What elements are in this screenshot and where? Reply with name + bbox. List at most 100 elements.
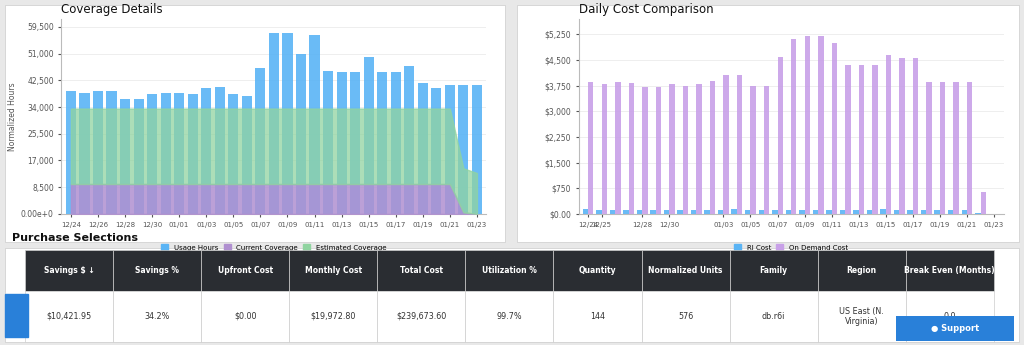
Bar <box>283 33 293 214</box>
Bar <box>201 88 211 214</box>
Bar <box>444 85 455 214</box>
Bar <box>785 210 791 214</box>
Bar <box>664 210 670 214</box>
Legend: RI Cost, On Demand Cost: RI Cost, On Demand Cost <box>731 242 851 253</box>
Bar <box>670 84 675 214</box>
Bar <box>799 210 805 214</box>
Bar <box>840 210 845 214</box>
Bar <box>777 57 783 214</box>
Bar <box>255 68 265 214</box>
Bar <box>831 43 837 214</box>
Bar <box>650 210 655 214</box>
Legend: Usage Hours, Current Coverage, Estimated Coverage: Usage Hours, Current Coverage, Estimated… <box>159 242 389 253</box>
Bar <box>296 53 306 214</box>
Text: Coverage Details: Coverage Details <box>61 3 163 17</box>
Bar <box>601 84 607 214</box>
Bar <box>377 72 387 214</box>
Bar <box>364 57 374 214</box>
Bar <box>859 65 864 214</box>
Bar <box>826 210 831 214</box>
Bar <box>187 94 198 214</box>
Bar <box>691 210 696 214</box>
FancyBboxPatch shape <box>5 295 29 337</box>
Bar <box>390 72 400 214</box>
Bar <box>147 95 158 214</box>
Bar <box>242 96 252 214</box>
Bar <box>886 55 891 214</box>
Bar <box>120 99 130 214</box>
Bar <box>791 39 797 214</box>
Bar <box>93 91 103 214</box>
Bar <box>583 209 588 214</box>
Bar <box>948 210 953 214</box>
Bar <box>881 209 886 214</box>
Bar <box>940 81 945 214</box>
Bar <box>696 84 701 214</box>
Y-axis label: Normalized Hours: Normalized Hours <box>8 82 16 151</box>
Bar <box>66 91 76 214</box>
Text: ● Support: ● Support <box>931 324 979 333</box>
Bar <box>813 210 818 214</box>
Bar <box>337 72 347 214</box>
Bar <box>759 210 764 214</box>
Bar <box>962 210 967 214</box>
Bar <box>174 93 184 214</box>
Bar <box>106 91 117 214</box>
Bar <box>269 33 279 214</box>
Bar <box>418 83 428 214</box>
Bar <box>350 72 360 214</box>
Bar <box>472 85 482 214</box>
Bar <box>609 210 615 214</box>
Bar <box>927 82 932 214</box>
Bar <box>894 210 899 214</box>
Bar <box>404 66 415 214</box>
Bar <box>615 82 621 214</box>
Bar <box>80 93 89 214</box>
Text: Daily Cost Comparison: Daily Cost Comparison <box>579 3 713 17</box>
Bar <box>921 210 927 214</box>
Bar <box>912 58 919 214</box>
Bar <box>899 58 905 214</box>
Bar <box>845 65 851 214</box>
Bar <box>683 86 688 214</box>
Bar <box>737 76 742 214</box>
Bar <box>935 210 940 214</box>
FancyBboxPatch shape <box>890 315 1020 342</box>
Bar <box>637 210 642 214</box>
Bar <box>705 210 710 214</box>
Bar <box>133 99 143 214</box>
Bar <box>596 210 601 214</box>
Bar <box>853 210 859 214</box>
Bar <box>629 83 634 214</box>
Bar <box>718 210 723 214</box>
Bar <box>867 210 872 214</box>
Text: Purchase Selections: Purchase Selections <box>12 233 138 243</box>
Bar <box>323 71 333 214</box>
Bar <box>953 81 958 214</box>
Bar <box>624 210 629 214</box>
Bar <box>309 35 319 214</box>
Bar <box>772 210 777 214</box>
Bar <box>975 213 981 214</box>
Bar <box>872 65 878 214</box>
Bar <box>677 210 683 214</box>
Bar <box>459 85 468 214</box>
Bar <box>907 210 912 214</box>
Bar <box>751 86 756 214</box>
Bar <box>967 81 973 214</box>
Bar <box>161 93 171 214</box>
Bar <box>642 87 647 214</box>
Bar <box>710 80 715 214</box>
Bar <box>981 193 986 214</box>
Bar <box>805 36 810 214</box>
Bar <box>745 210 751 214</box>
Bar <box>723 76 729 214</box>
Bar <box>228 95 239 214</box>
Bar <box>818 36 823 214</box>
Bar <box>588 82 594 214</box>
Bar <box>215 87 225 214</box>
Bar <box>431 88 441 214</box>
Bar <box>655 87 662 214</box>
Bar <box>764 86 769 214</box>
Bar <box>731 209 737 214</box>
